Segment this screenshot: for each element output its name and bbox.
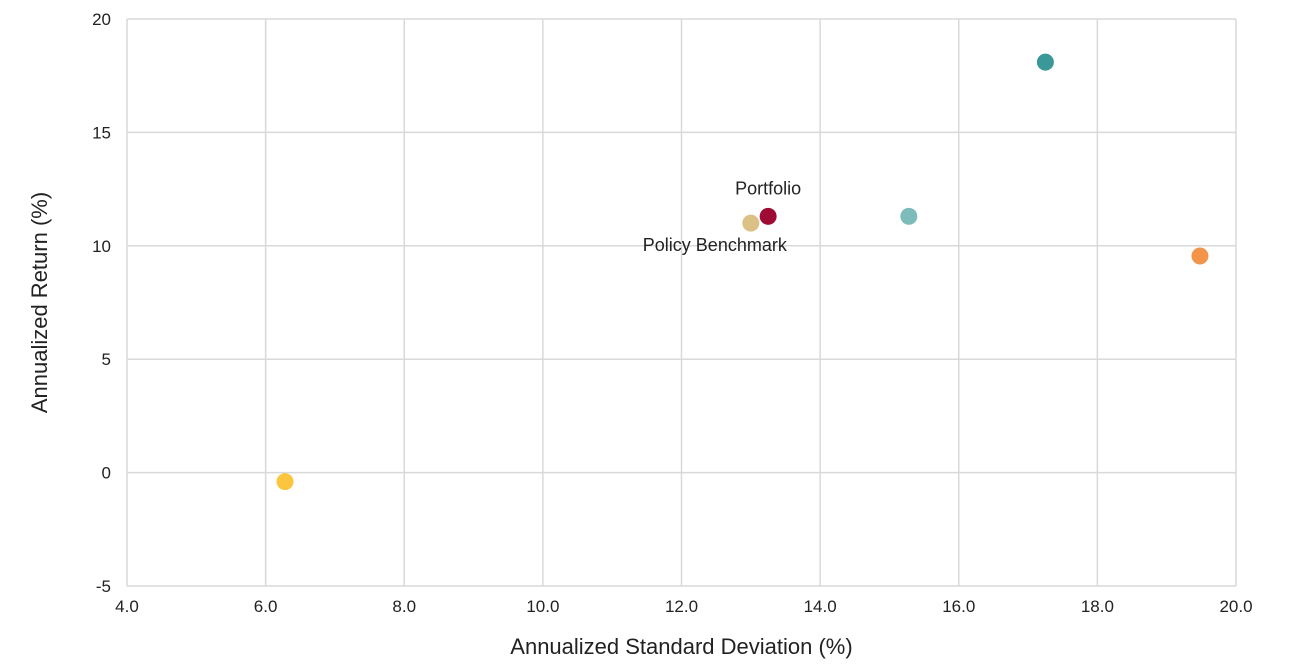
x-tick-label: 10.0	[526, 597, 559, 616]
gridlines	[126, 18, 1237, 587]
y-axis-title: Annualized Return (%)	[27, 192, 52, 413]
y-tick-label: 0	[102, 464, 111, 483]
y-tick-label: 5	[102, 350, 111, 369]
x-tick-label: 6.0	[254, 597, 278, 616]
y-axis-ticks: -5 0 5 10 15 20	[92, 10, 111, 596]
data-point	[1036, 53, 1054, 71]
point-labels: Portfolio Policy Benchmark	[643, 178, 801, 255]
y-tick-label: 20	[92, 10, 111, 29]
data-point	[1191, 247, 1209, 265]
data-point	[900, 207, 918, 225]
y-tick-label: 10	[92, 237, 111, 256]
x-tick-label: 18.0	[1081, 597, 1114, 616]
point-label: Policy Benchmark	[643, 235, 788, 255]
x-tick-label: 8.0	[392, 597, 416, 616]
data-point	[742, 214, 760, 232]
x-tick-label: 14.0	[804, 597, 837, 616]
point-label: Portfolio	[735, 178, 801, 198]
x-axis-ticks: 4.0 6.0 8.0 10.0 12.0 14.0 16.0 18.0 20.0	[115, 597, 1252, 616]
x-tick-label: 20.0	[1219, 597, 1252, 616]
x-tick-label: 16.0	[942, 597, 975, 616]
x-axis-title: Annualized Standard Deviation (%)	[510, 634, 852, 659]
y-tick-label: 15	[92, 123, 111, 142]
x-tick-label: 4.0	[115, 597, 139, 616]
x-tick-label: 12.0	[665, 597, 698, 616]
y-tick-label: -5	[96, 577, 111, 596]
data-points	[276, 53, 1209, 491]
data-point	[759, 207, 777, 225]
data-point	[276, 473, 294, 491]
